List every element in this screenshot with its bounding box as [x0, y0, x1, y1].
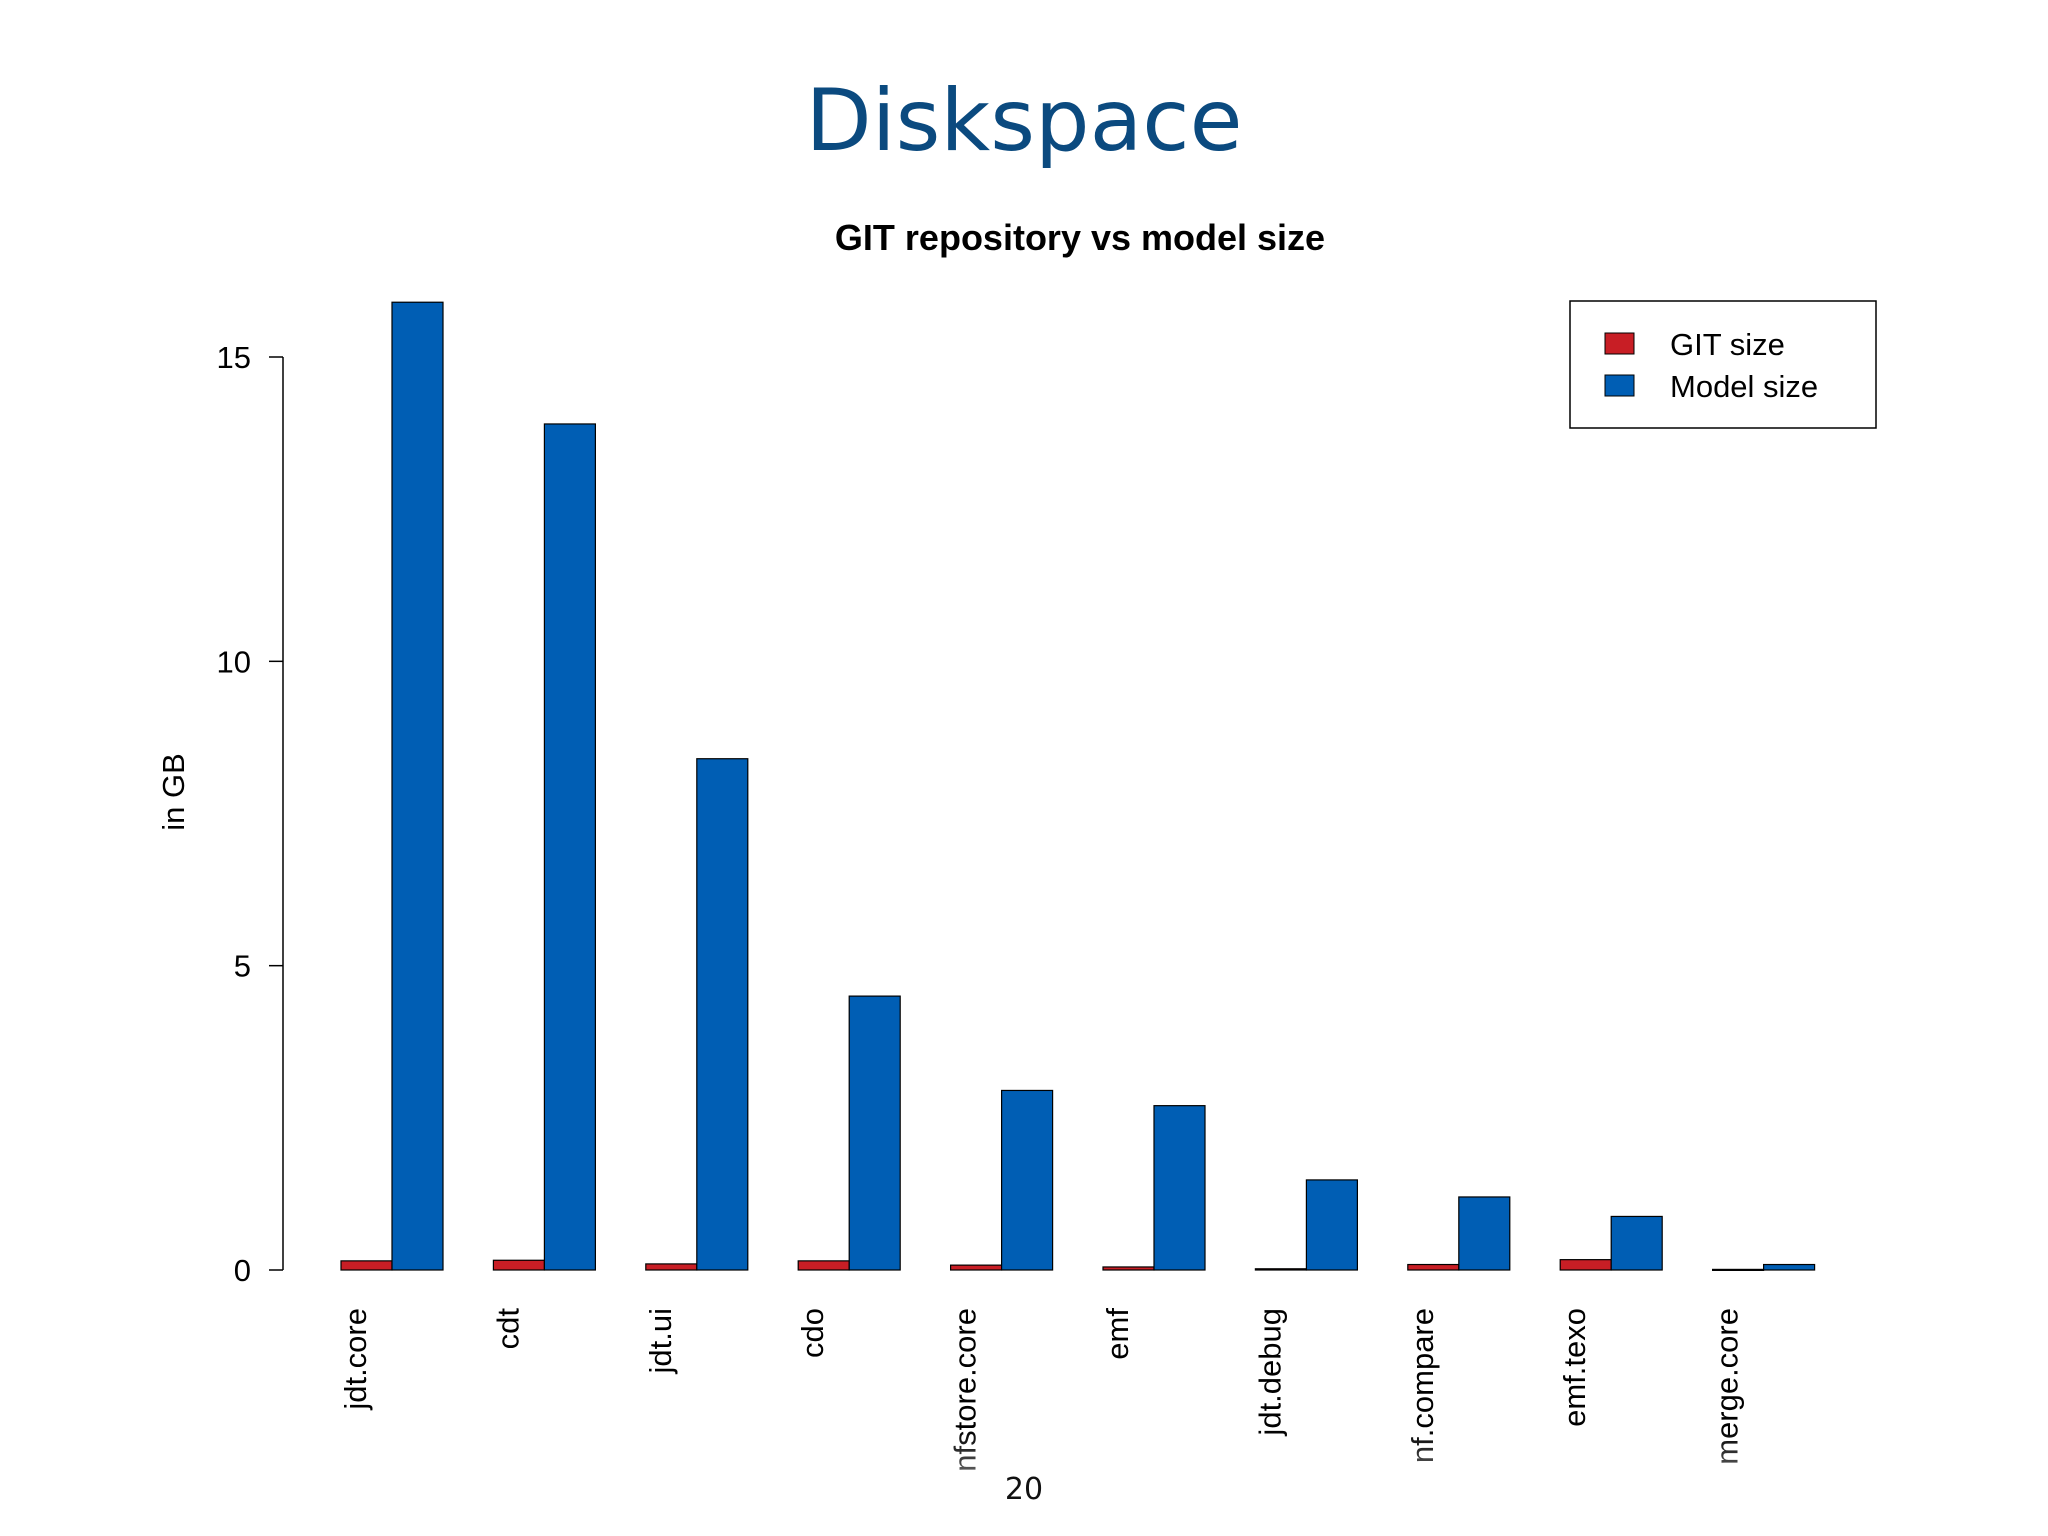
bar-git-size	[645, 1263, 698, 1271]
y-tick-label: 10	[217, 644, 251, 679]
bars	[340, 301, 1816, 1271]
legend-label-model-size: Model size	[1670, 369, 1818, 404]
y-tick-label: 5	[234, 949, 251, 984]
bar-model-size	[1610, 1215, 1663, 1271]
legend-label-git-size: GIT size	[1670, 327, 1785, 362]
y-tick-label: 15	[217, 340, 251, 375]
bar-git-size	[1254, 1268, 1308, 1271]
bar-git-size	[797, 1260, 850, 1271]
y-axis-label: in GB	[156, 753, 191, 831]
legend-swatch-model-size	[1604, 374, 1635, 397]
bar-git-size	[492, 1259, 545, 1271]
x-tick-label: emf	[1100, 1308, 1135, 1360]
x-tick-label: jdt.ui	[643, 1308, 678, 1374]
x-axis-tick-labels: jdt.core cdt jdt.ui cdo nfstore.core emf jdt.d…	[338, 1308, 1745, 1472]
chart-title: GIT repository vs model size	[835, 217, 1325, 258]
x-tick-label: jdt.debug	[1252, 1308, 1287, 1437]
x-tick-label: cdt	[490, 1308, 525, 1350]
bar-model-size	[1458, 1196, 1511, 1271]
bar-git-size	[340, 1260, 393, 1271]
y-tick-label: 0	[234, 1253, 251, 1288]
bar-model-size	[543, 423, 597, 1271]
slide-title: Diskspace	[805, 71, 1243, 171]
bar-git-size	[1102, 1266, 1155, 1271]
bar-model-size	[848, 995, 901, 1271]
bar-model-size	[1153, 1105, 1206, 1271]
legend: GIT size Model size	[1569, 300, 1877, 429]
bar-model-size	[1305, 1179, 1359, 1271]
legend-box	[1569, 300, 1877, 429]
bar-git-size	[1711, 1268, 1765, 1271]
bar-model-size	[391, 301, 444, 1271]
page-number: 20	[1004, 1472, 1044, 1507]
x-tick-label: nf.compare	[1405, 1308, 1440, 1463]
bar-git-size	[1559, 1259, 1612, 1271]
y-axis-ticks: 0 5 10 15	[217, 340, 283, 1288]
bar-model-size	[1762, 1263, 1816, 1271]
x-tick-label: merge.core	[1710, 1308, 1745, 1465]
legend-swatch-git-size	[1604, 332, 1635, 355]
bar-git-size	[1407, 1263, 1460, 1271]
x-tick-label: jdt.core	[338, 1308, 373, 1411]
bar-model-size	[696, 758, 749, 1271]
bar-git-size	[949, 1264, 1003, 1271]
bar-model-size	[1000, 1089, 1054, 1271]
x-tick-label: cdo	[795, 1308, 830, 1358]
x-tick-label: nfstore.core	[948, 1308, 983, 1472]
x-tick-label: emf.texo	[1557, 1308, 1592, 1427]
